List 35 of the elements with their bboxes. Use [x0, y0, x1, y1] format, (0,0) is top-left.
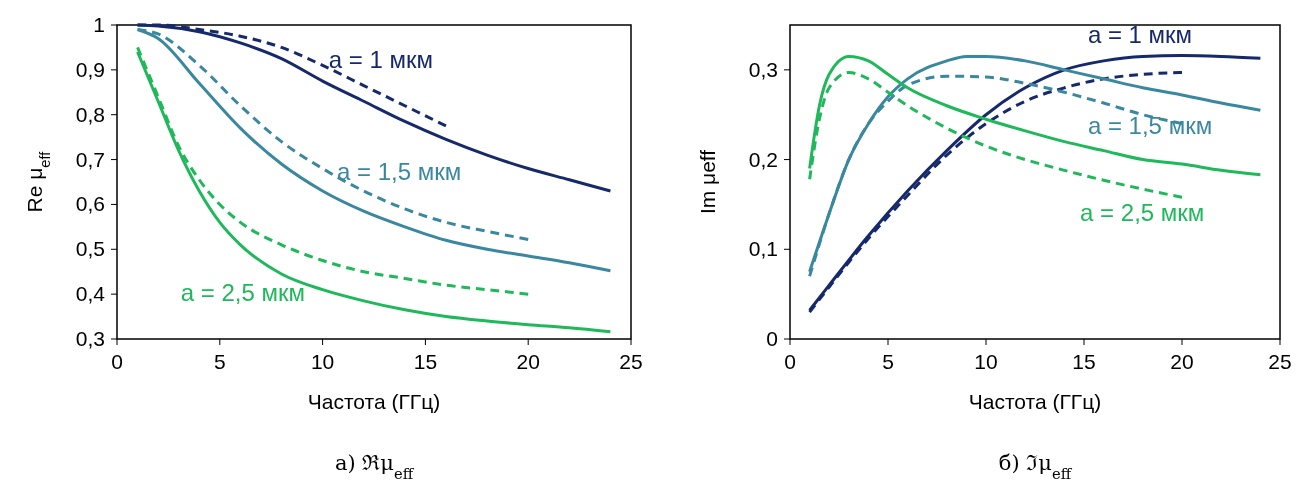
y-tick-label: 0,3 [748, 57, 778, 81]
x-tick-label: 5 [882, 350, 894, 373]
series-label: a = 1 мкм [1087, 20, 1193, 48]
y-tick-label: 0,4 [75, 282, 106, 306]
x-axis-title: Частота (ГГц) [968, 390, 1102, 413]
x-tick-label: 10 [310, 350, 335, 373]
x-tick-label: 15 [413, 350, 438, 373]
y-tick-label: 0,3 [75, 327, 105, 350]
series-label: a = 1 мкм [328, 45, 433, 73]
y-tick-label: 0,5 [75, 237, 105, 261]
x-tick-label: 5 [213, 350, 226, 373]
x-axis-title: Частота (ГГц) [307, 390, 441, 413]
series-label: a = 2,5 мкм [180, 278, 305, 306]
x-tick-label: 10 [974, 350, 998, 373]
text: б) ℑμ$_{eff}$ [998, 451, 1073, 482]
y-tick-label: 0,6 [75, 192, 105, 216]
y-tick-label: 0,7 [75, 147, 105, 171]
line-series [136, 50, 612, 334]
y-tick-label: 0,9 [75, 57, 105, 81]
x-tick-label: 25 [619, 350, 643, 373]
y-tick-label: 0,8 [75, 102, 105, 126]
x-tick-label: 15 [1072, 350, 1096, 373]
y-tick-label: 0 [766, 327, 778, 350]
y-tick-label: 0,1 [748, 237, 778, 261]
y-tick-label: 1 [93, 13, 105, 36]
series-label: a = 1,5 мкм [1087, 112, 1213, 140]
x-tick-label: 20 [516, 350, 540, 373]
x-tick-label: 0 [111, 350, 123, 373]
y-axis-title: Im μeff [696, 149, 719, 215]
series-label: a = 2,5 мкм [1080, 198, 1205, 226]
x-tick-label: 0 [784, 350, 796, 373]
y-tick-label: 0,2 [748, 147, 778, 171]
x-tick-label: 20 [1170, 350, 1194, 373]
text: а) ℜμ$_{eff}$ [334, 451, 415, 482]
x-tick-label: 25 [1268, 350, 1292, 373]
